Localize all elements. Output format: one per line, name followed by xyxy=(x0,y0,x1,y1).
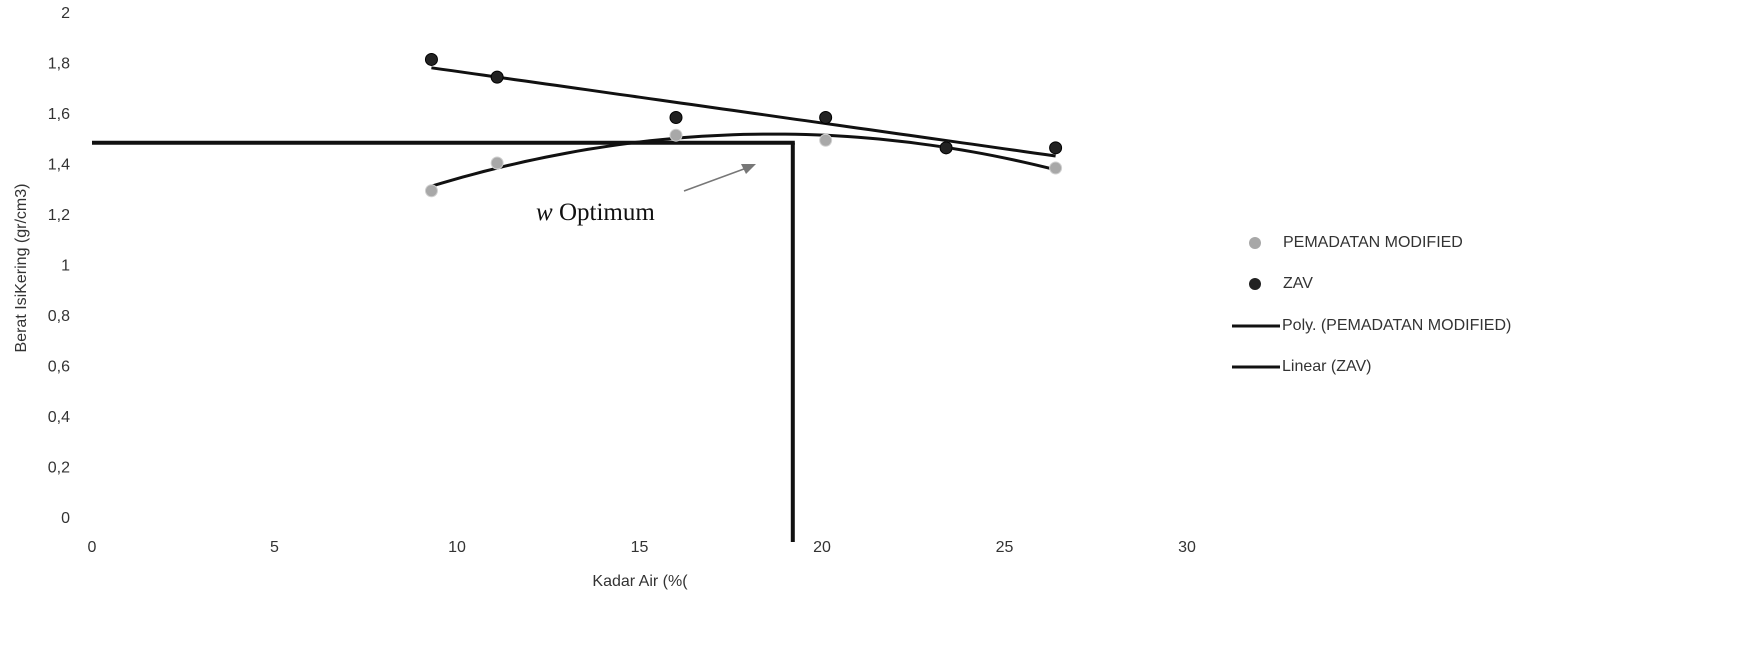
data-point xyxy=(669,128,683,142)
y-tick-label: 1,6 xyxy=(48,106,70,123)
y-tick-label: 0,2 xyxy=(48,460,70,477)
data-point xyxy=(819,133,833,147)
y-tick-label: 1 xyxy=(61,258,70,275)
trendline xyxy=(431,66,1056,158)
data-point xyxy=(1049,141,1063,155)
y-tick-label: 0,6 xyxy=(48,359,70,376)
x-tick-label: 25 xyxy=(996,539,1014,556)
y-tick-label: 0,8 xyxy=(48,308,70,325)
y-tick-label: 1,4 xyxy=(48,157,70,174)
data-point xyxy=(819,111,833,125)
data-point xyxy=(424,184,438,198)
x-tick-label: 30 xyxy=(1178,539,1196,556)
data-point xyxy=(1049,161,1063,175)
arrow-head xyxy=(741,164,756,174)
x-tick-label: 20 xyxy=(813,539,831,556)
legend-label: Linear (ZAV) xyxy=(1282,358,1372,375)
legend-label: PEMADATAN MODIFIED xyxy=(1283,234,1463,251)
x-tick-label: 15 xyxy=(631,539,649,556)
data-point xyxy=(490,156,504,170)
legend-marker xyxy=(1249,237,1261,249)
x-tick-label: 10 xyxy=(448,539,466,556)
data-point xyxy=(490,70,504,84)
data-point xyxy=(939,141,953,155)
annotation-arrow xyxy=(683,165,753,192)
data-point xyxy=(424,52,438,66)
y-tick-label: 2 xyxy=(61,5,70,22)
y-tick-label: 1,8 xyxy=(48,56,70,73)
y-tick-label: 0,4 xyxy=(48,409,70,426)
y-axis-title: Berat IsiKering (gr/cm3) xyxy=(13,184,30,353)
legend-label: ZAV xyxy=(1283,275,1313,292)
legend-label: Poly. (PEMADATAN MODIFIED) xyxy=(1282,317,1511,334)
legend-marker xyxy=(1249,278,1261,290)
y-tick-label: 1,2 xyxy=(48,207,70,224)
y-tick-label: 0 xyxy=(61,510,70,527)
x-tick-label: 5 xyxy=(270,539,279,556)
x-axis-title: Kadar Air (%( xyxy=(592,573,688,590)
x-tick-label: 0 xyxy=(88,539,97,556)
data-point xyxy=(669,111,683,125)
annotation: w Optimum xyxy=(536,199,655,226)
annotation-text: Optimum xyxy=(559,199,655,226)
annotation-symbol: w xyxy=(536,199,553,226)
